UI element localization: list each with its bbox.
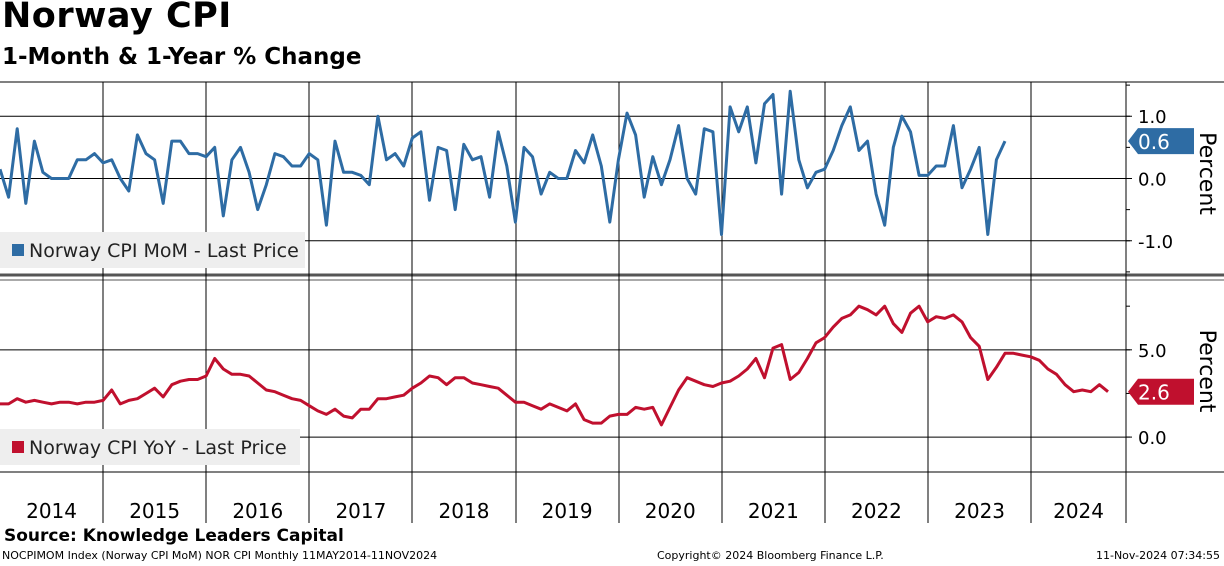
legend-box (0, 429, 300, 465)
x-tick-label: 2024 (1053, 499, 1104, 523)
legend-label: Norway CPI MoM - Last Price (29, 240, 299, 262)
legend-swatch (12, 441, 24, 453)
legend-label: Norway CPI YoY - Last Price (29, 437, 287, 459)
y-axis-title: Percent (1194, 132, 1219, 215)
footer-ticker-info: NOCPIMOM Index (Norway CPI MoM) NOR CPI … (2, 549, 438, 562)
x-tick-label: 2022 (851, 499, 902, 523)
page-title: Norway CPI (2, 0, 232, 36)
last-value-tag (1128, 128, 1194, 155)
x-tick-label: 2014 (26, 499, 77, 523)
y-tick-label: -1.0 (1138, 232, 1173, 253)
x-tick-label: 2018 (439, 499, 490, 523)
footer-copyright: Copyright© 2024 Bloomberg Finance L.P. (657, 549, 884, 562)
legend-box (0, 232, 305, 268)
last-value-label: 0.6 (1138, 130, 1170, 154)
series-line (0, 304, 1109, 427)
x-tick-label: 2021 (748, 499, 799, 523)
x-tick-label: 2015 (129, 499, 180, 523)
x-tick-label: 2020 (645, 499, 696, 523)
y-tick-label: 1.0 (1138, 107, 1167, 128)
x-tick-label: 2023 (954, 499, 1005, 523)
source-label: Source: Knowledge Leaders Capital (4, 526, 344, 546)
x-tick-label: 2017 (335, 499, 386, 523)
x-tick-label: 2019 (542, 499, 593, 523)
y-tick-label: 5.0 (1138, 341, 1167, 362)
last-value-tag (1128, 378, 1194, 405)
y-axis-title: Percent (1194, 330, 1219, 413)
series-line (0, 89, 1007, 236)
last-value-label: 2.6 (1138, 381, 1170, 405)
y-tick-label: 0.0 (1138, 170, 1167, 191)
y-tick-label: 0.0 (1138, 428, 1167, 449)
x-tick-label: 2016 (232, 499, 283, 523)
page-subtitle: 1-Month & 1-Year % Change (2, 44, 362, 70)
footer-timestamp: 11-Nov-2024 07:34:55 (1095, 549, 1220, 562)
legend-swatch (12, 244, 24, 256)
